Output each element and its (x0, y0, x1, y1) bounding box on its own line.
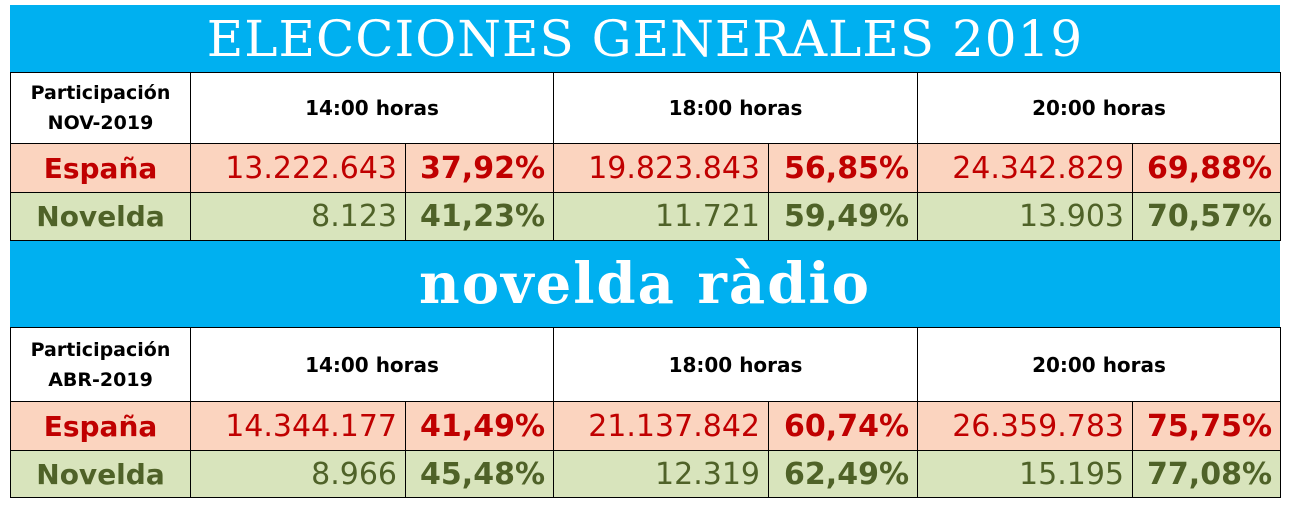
percentage: 60,74% (768, 401, 918, 451)
header-label-line: NOV-2019 (47, 112, 154, 134)
percentage: 41,49% (405, 401, 554, 451)
votes: 24.342.829 (917, 143, 1133, 193)
header-column: 18:00 horas (553, 72, 918, 144)
percentage: 70,57% (1132, 192, 1281, 241)
header-column: 14:00 horas (190, 72, 554, 144)
percentage: 37,92% (405, 143, 554, 193)
votes: 15.195 (917, 450, 1133, 498)
header-label: Participación ABR-2019 (10, 327, 191, 402)
row-label: Novelda (10, 450, 191, 498)
votes: 11.721 (553, 192, 769, 241)
header-label: Participación NOV-2019 (10, 72, 191, 144)
votes: 13.903 (917, 192, 1133, 241)
header-label-line: ABR-2019 (48, 368, 153, 391)
percentage: 45,48% (405, 450, 554, 498)
percentage: 41,23% (405, 192, 554, 241)
percentage: 75,75% (1132, 401, 1281, 451)
percentage: 56,85% (768, 143, 918, 193)
percentage: 59,49% (768, 192, 918, 241)
percentage: 77,08% (1132, 450, 1281, 498)
header-label-line: Participación (30, 82, 171, 104)
header-column: 14:00 horas (190, 327, 554, 402)
votes: 8.123 (190, 192, 406, 241)
votes: 26.359.783 (917, 401, 1133, 451)
votes: 19.823.843 (553, 143, 769, 193)
header-column: 18:00 horas (553, 327, 918, 402)
votes: 12.319 (553, 450, 769, 498)
header-column: 20:00 horas (917, 72, 1281, 144)
row-label: Novelda (10, 192, 191, 241)
subtitle: novelda ràdio (10, 240, 1280, 328)
votes: 13.222.643 (190, 143, 406, 193)
title: ELECCIONES GENERALES 2019 (10, 5, 1280, 73)
row-label: España (10, 401, 191, 451)
votes: 8.966 (190, 450, 406, 498)
percentage: 69,88% (1132, 143, 1281, 193)
votes: 14.344.177 (190, 401, 406, 451)
votes: 21.137.842 (553, 401, 769, 451)
header-label-line: Participación (30, 338, 171, 361)
header-column: 20:00 horas (917, 327, 1281, 402)
percentage: 62,49% (768, 450, 918, 498)
row-label: España (10, 143, 191, 193)
